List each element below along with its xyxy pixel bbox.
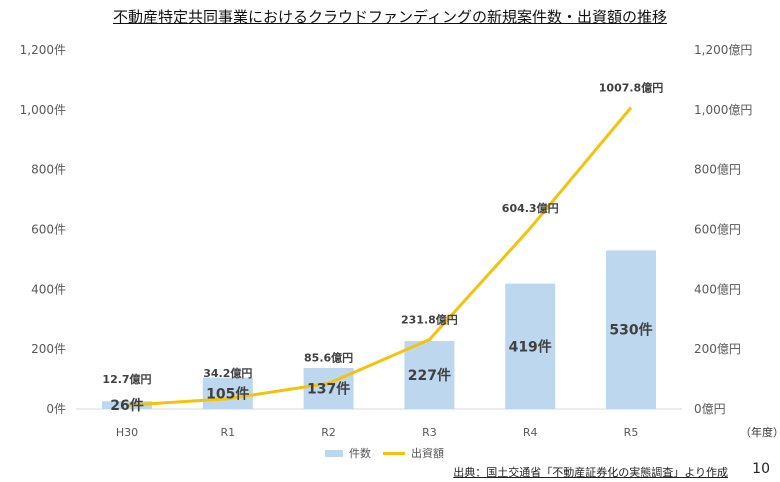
- left-tick-label: 400件: [31, 282, 66, 296]
- line-data-label: 12.7億円: [102, 372, 151, 386]
- left-tick-label: 1,200件: [20, 43, 66, 57]
- bar-data-label: 530件: [609, 322, 652, 339]
- x-tick-label: R5: [624, 426, 639, 439]
- legend: 件数 出資額: [325, 445, 444, 461]
- bar-data-label: 137件: [307, 381, 350, 398]
- right-tick-label: 0億円: [694, 402, 726, 416]
- left-tick-label: 0件: [46, 402, 66, 416]
- legend-line-swatch: [383, 451, 405, 455]
- bar: [202, 377, 253, 409]
- source-note: 出典：国土交通省「不動産証券化の実態調査」より作成: [453, 466, 728, 479]
- left-tick-label: 800件: [31, 163, 66, 177]
- right-tick-label: 1,000億円: [694, 103, 752, 117]
- x-axis-unit: （年度）: [740, 426, 780, 439]
- bar: [404, 341, 455, 409]
- bar: [606, 250, 656, 409]
- right-tick-label: 800億円: [694, 163, 741, 177]
- legend-bar-label: 件数: [349, 447, 371, 460]
- x-tick-label: R2: [321, 426, 336, 439]
- line-data-label: 604.3億円: [502, 201, 559, 215]
- line-data-label: 231.8億円: [401, 313, 458, 327]
- left-tick-label: 200件: [31, 342, 66, 356]
- line-data-label: 34.2億円: [203, 366, 252, 380]
- chart-title: 不動産特定共同事業におけるクラウドファンディングの新規案件数・出資額の推移: [113, 8, 667, 26]
- bar: [505, 283, 556, 409]
- left-tick-label: 1,000件: [20, 103, 66, 117]
- x-tick-label: R3: [422, 426, 437, 439]
- line-data-label: 1007.8億円: [599, 80, 663, 94]
- bar-data-label: 227件: [408, 367, 451, 384]
- right-tick-label: 600億円: [694, 223, 741, 237]
- x-tick-label: R4: [523, 426, 538, 439]
- right-tick-label: 400億円: [694, 282, 741, 296]
- bar-data-label: 105件: [206, 385, 249, 402]
- x-tick-label: H30: [116, 426, 138, 439]
- page-number: 10: [752, 461, 770, 477]
- left-tick-label: 600件: [31, 223, 66, 237]
- legend-bar-swatch: [325, 449, 343, 457]
- line-series: [126, 106, 633, 407]
- bar-data-label: 26件: [110, 397, 143, 414]
- line-data-label: 85.6億円: [304, 350, 353, 364]
- bar-data-label: 419件: [509, 338, 552, 355]
- right-tick-label: 1,200億円: [694, 43, 752, 57]
- x-tick-label: R1: [220, 426, 235, 439]
- legend-line-label: 出資額: [411, 447, 444, 460]
- right-tick-label: 200億円: [694, 342, 741, 356]
